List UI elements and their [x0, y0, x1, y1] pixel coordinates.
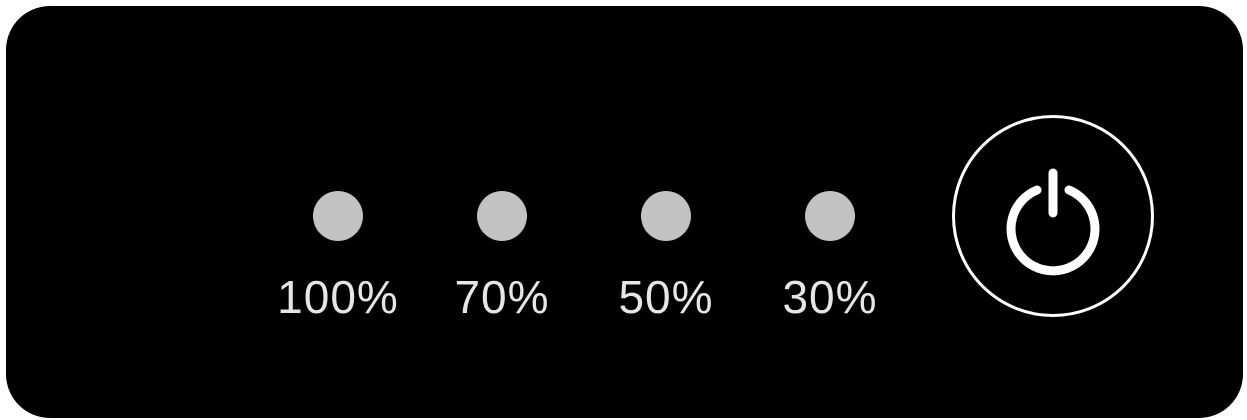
level-indicator-30[interactable]: 30%: [782, 191, 877, 341]
level-label-50: 50%: [618, 271, 714, 323]
power-button[interactable]: [952, 115, 1154, 317]
level-led-30: [805, 191, 855, 241]
level-led-100: [313, 191, 363, 241]
control-panel: 100% 70% 50% 30%: [6, 6, 1243, 418]
level-label-70: 70%: [454, 271, 550, 323]
level-label-100: 100%: [277, 271, 399, 323]
level-indicator-70[interactable]: 70%: [454, 191, 549, 341]
level-label-30: 30%: [782, 271, 878, 323]
level-led-70: [477, 191, 527, 241]
power-icon: [1006, 168, 1100, 276]
level-indicator-50[interactable]: 50%: [618, 191, 713, 341]
level-led-50: [641, 191, 691, 241]
level-indicator-100[interactable]: 100%: [277, 191, 398, 341]
